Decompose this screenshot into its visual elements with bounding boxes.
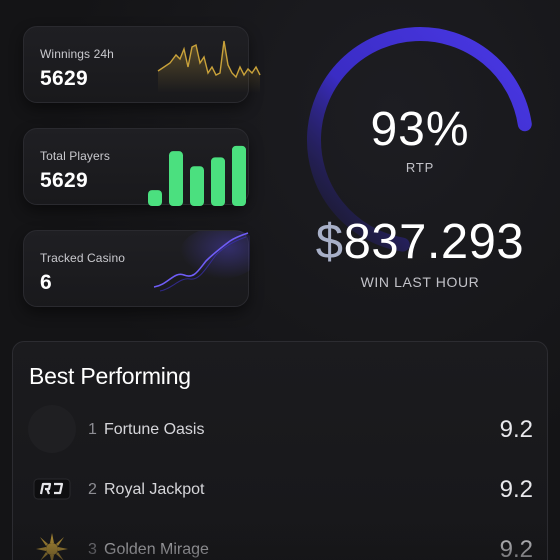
golden-sun-icon: [28, 525, 76, 560]
best-performing-title: Best Performing: [29, 363, 191, 389]
item-name: Fortune Oasis: [104, 421, 205, 438]
tracked-casino-label: Tracked Casino: [40, 251, 125, 265]
players-bar: [169, 151, 183, 206]
rtp-value: 93%: [370, 103, 470, 156]
item-score: 9.2: [499, 476, 533, 503]
rtp-label: RTP: [405, 160, 435, 175]
item-score: 9.2: [499, 536, 533, 560]
players-bar: [211, 157, 225, 206]
currency-symbol: $: [315, 215, 344, 269]
winnings-24h-card[interactable]: Winnings 24h 5629: [23, 26, 261, 103]
total-players-card[interactable]: Total Players 5629: [23, 128, 249, 206]
winnings-sparkline: [157, 40, 261, 93]
tracked-casino-value: 6: [40, 271, 52, 294]
item-rank: 3: [88, 541, 97, 558]
list-item[interactable]: 1 Fortune Oasis 9.2: [13, 403, 547, 457]
winnings-24h-value: 5629: [40, 67, 88, 90]
list-item[interactable]: 3 Golden Mirage 9.2: [13, 523, 547, 560]
item-rank: 2: [88, 481, 97, 498]
players-bar: [190, 166, 204, 206]
total-players-value: 5629: [40, 169, 88, 192]
item-rank: 1: [88, 421, 97, 438]
item-name: Golden Mirage: [104, 541, 209, 558]
casino-trend-line: [153, 231, 250, 292]
win-amount: $837.293: [300, 214, 540, 270]
players-bar-chart: [148, 145, 246, 206]
rtp-gauge: [307, 27, 532, 252]
tracked-casino-card[interactable]: Tracked Casino 6: [23, 230, 250, 307]
players-bar: [232, 145, 246, 206]
win-amount-value: 837.293: [343, 215, 525, 269]
rj-monogram-icon: [28, 465, 76, 513]
item-name: Royal Jackpot: [104, 481, 205, 498]
list-item[interactable]: 2 Royal Jackpot 9.2: [13, 463, 547, 517]
item-score: 9.2: [499, 416, 533, 443]
win-last-hour-label: WIN LAST HOUR: [360, 274, 480, 290]
winnings-24h-label: Winnings 24h: [40, 47, 114, 61]
players-bar: [148, 190, 162, 206]
best-performing-panel: Best Performing 1 Fortune Oasis 9.2 2 Ro…: [12, 341, 548, 560]
blank-circle-icon: [28, 405, 76, 453]
total-players-label: Total Players: [40, 149, 110, 163]
